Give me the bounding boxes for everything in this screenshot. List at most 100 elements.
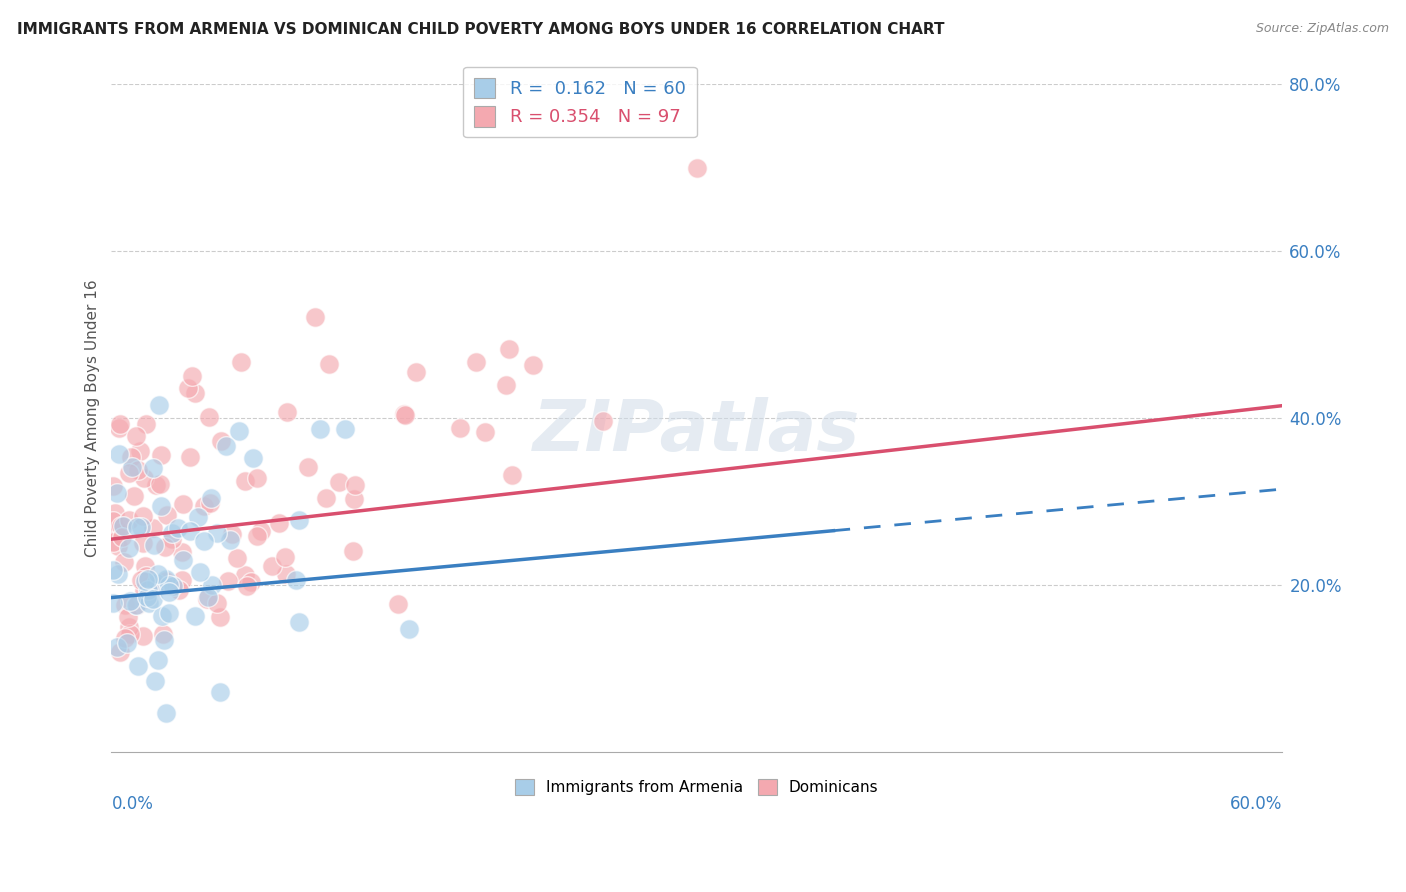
Y-axis label: Child Poverty Among Boys Under 16: Child Poverty Among Boys Under 16 <box>86 279 100 557</box>
Point <box>138 579 160 593</box>
Point <box>267 516 290 530</box>
Point <box>120 594 142 608</box>
Point <box>134 583 156 598</box>
Point <box>686 161 709 175</box>
Point <box>120 450 142 465</box>
Point <box>143 673 166 688</box>
Point <box>172 497 194 511</box>
Point <box>201 578 224 592</box>
Point <box>117 610 139 624</box>
Point <box>138 596 160 610</box>
Point <box>233 474 256 488</box>
Point <box>474 425 496 440</box>
Point <box>103 514 125 528</box>
Point <box>160 526 183 541</box>
Point <box>131 574 153 588</box>
Point <box>236 579 259 593</box>
Point <box>184 608 207 623</box>
Point <box>132 508 155 523</box>
Point <box>304 310 326 325</box>
Point <box>145 576 167 591</box>
Point <box>117 514 139 528</box>
Point <box>121 459 143 474</box>
Point <box>127 463 149 477</box>
Text: 60.0%: 60.0% <box>1230 796 1282 814</box>
Text: ZIPatlas: ZIPatlas <box>533 397 860 466</box>
Point <box>465 355 488 369</box>
Point <box>187 509 209 524</box>
Point <box>246 529 269 543</box>
Point <box>449 421 471 435</box>
Point <box>115 636 138 650</box>
Point <box>276 567 298 582</box>
Point <box>114 598 136 612</box>
Point <box>129 444 152 458</box>
Point <box>136 591 159 605</box>
Point <box>167 582 190 597</box>
Point <box>122 489 145 503</box>
Point <box>343 478 366 492</box>
Point <box>392 407 415 421</box>
Point <box>145 478 167 492</box>
Point <box>193 534 215 549</box>
Point <box>276 404 298 418</box>
Point <box>157 578 180 592</box>
Point <box>155 574 177 589</box>
Point <box>132 535 155 549</box>
Point <box>125 598 148 612</box>
Point <box>193 499 215 513</box>
Point <box>207 596 229 610</box>
Point <box>225 551 247 566</box>
Point <box>134 471 156 485</box>
Point <box>343 492 366 507</box>
Point <box>181 368 204 383</box>
Point <box>197 410 219 425</box>
Point <box>217 574 239 589</box>
Point <box>146 579 169 593</box>
Text: 0.0%: 0.0% <box>111 796 153 814</box>
Point <box>125 428 148 442</box>
Point <box>132 629 155 643</box>
Point <box>335 422 357 436</box>
Point <box>108 645 131 659</box>
Point <box>188 565 211 579</box>
Point <box>103 563 125 577</box>
Point <box>157 585 180 599</box>
Point <box>522 358 544 372</box>
Point <box>125 520 148 534</box>
Point <box>110 417 132 431</box>
Point <box>155 706 177 720</box>
Point <box>118 626 141 640</box>
Point <box>285 573 308 587</box>
Point <box>150 448 173 462</box>
Point <box>387 597 409 611</box>
Point <box>149 500 172 514</box>
Point <box>162 532 184 546</box>
Text: IMMIGRANTS FROM ARMENIA VS DOMINICAN CHILD POVERTY AMONG BOYS UNDER 16 CORRELATI: IMMIGRANTS FROM ARMENIA VS DOMINICAN CHI… <box>17 22 945 37</box>
Point <box>107 566 129 581</box>
Point <box>498 342 520 356</box>
Point <box>108 421 131 435</box>
Point <box>297 460 319 475</box>
Point <box>177 380 200 394</box>
Point <box>195 591 218 606</box>
Point <box>342 544 364 558</box>
Point <box>233 568 256 582</box>
Point <box>200 491 222 505</box>
Point <box>150 609 173 624</box>
Point <box>142 461 165 475</box>
Point <box>142 521 165 535</box>
Point <box>149 477 172 491</box>
Point <box>215 439 238 453</box>
Point <box>103 596 125 610</box>
Point <box>239 575 262 590</box>
Point <box>184 386 207 401</box>
Point <box>157 606 180 620</box>
Point <box>129 520 152 534</box>
Point <box>315 491 337 506</box>
Point <box>153 540 176 554</box>
Point <box>118 541 141 555</box>
Point <box>111 518 134 533</box>
Point <box>592 414 614 428</box>
Point <box>156 508 179 523</box>
